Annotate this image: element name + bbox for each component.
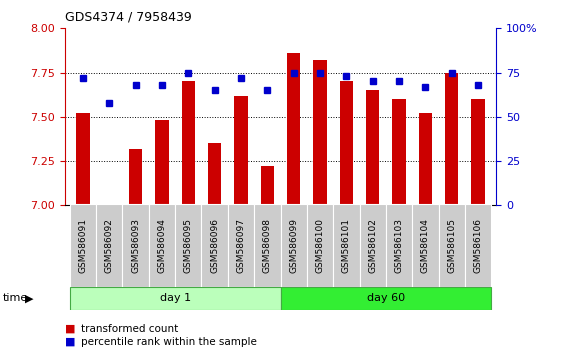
Bar — [182, 81, 195, 205]
Bar — [228, 204, 254, 287]
Text: GSM586099: GSM586099 — [289, 218, 298, 273]
Bar — [280, 204, 307, 287]
Text: GSM586105: GSM586105 — [447, 218, 456, 273]
Text: GSM586098: GSM586098 — [263, 218, 272, 273]
Text: GSM586100: GSM586100 — [315, 218, 324, 273]
Bar — [412, 204, 439, 287]
Bar — [70, 287, 280, 310]
Bar — [393, 99, 406, 205]
Bar — [261, 166, 274, 205]
Bar — [366, 90, 379, 205]
Text: day 1: day 1 — [159, 293, 191, 303]
Bar — [307, 204, 333, 287]
Bar — [287, 53, 300, 205]
Text: GSM586091: GSM586091 — [79, 218, 88, 273]
Bar — [103, 204, 116, 205]
Bar — [208, 143, 221, 205]
Text: GSM586106: GSM586106 — [473, 218, 482, 273]
Bar — [314, 60, 327, 205]
Text: GSM586101: GSM586101 — [342, 218, 351, 273]
Bar — [149, 204, 175, 287]
Text: GSM586092: GSM586092 — [105, 218, 114, 273]
Text: GSM586103: GSM586103 — [394, 218, 403, 273]
Text: ■: ■ — [65, 324, 75, 333]
Bar — [175, 204, 201, 287]
Bar — [439, 204, 465, 287]
Bar — [419, 113, 432, 205]
Bar — [280, 287, 491, 310]
Bar — [129, 149, 142, 205]
Bar — [386, 204, 412, 287]
Bar — [340, 81, 353, 205]
Bar — [254, 204, 280, 287]
Text: GSM586094: GSM586094 — [158, 218, 167, 273]
Text: GSM586096: GSM586096 — [210, 218, 219, 273]
Bar — [360, 204, 386, 287]
Text: GSM586102: GSM586102 — [368, 218, 377, 273]
Text: GSM586093: GSM586093 — [131, 218, 140, 273]
Bar — [445, 73, 458, 205]
Bar — [76, 113, 90, 205]
Text: ■: ■ — [65, 337, 75, 347]
Bar — [333, 204, 360, 287]
Bar — [70, 204, 96, 287]
Text: percentile rank within the sample: percentile rank within the sample — [81, 337, 257, 347]
Text: GSM586097: GSM586097 — [237, 218, 246, 273]
Bar — [465, 204, 491, 287]
Text: GDS4374 / 7958439: GDS4374 / 7958439 — [65, 11, 191, 24]
Text: ▶: ▶ — [25, 293, 34, 303]
Text: GSM586095: GSM586095 — [184, 218, 193, 273]
Bar — [201, 204, 228, 287]
Text: transformed count: transformed count — [81, 324, 178, 333]
Bar — [155, 120, 168, 205]
Text: day 60: day 60 — [367, 293, 405, 303]
Text: time: time — [3, 293, 28, 303]
Bar — [471, 99, 485, 205]
Bar — [122, 204, 149, 287]
Bar — [234, 96, 247, 205]
Bar — [96, 204, 122, 287]
Text: GSM586104: GSM586104 — [421, 218, 430, 273]
